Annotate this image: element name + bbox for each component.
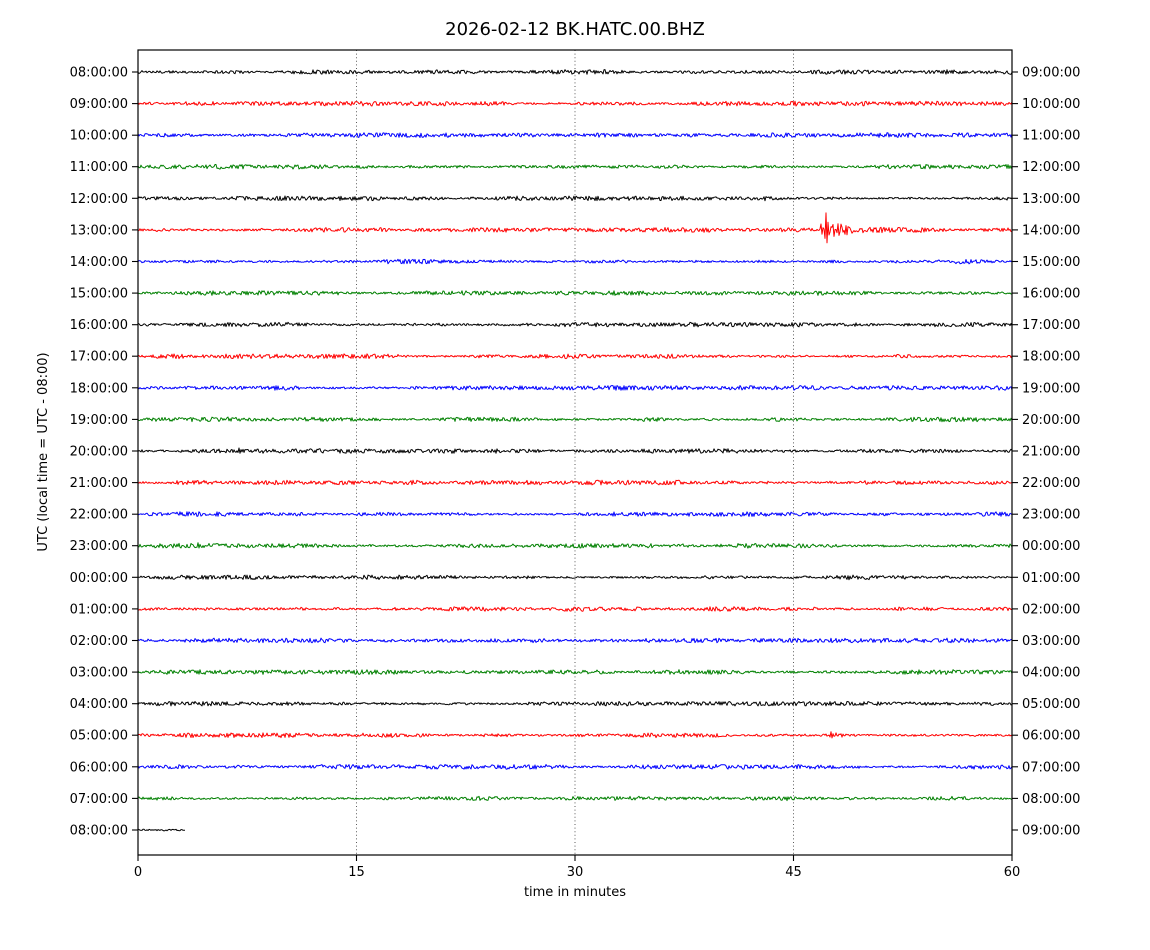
utc-time-label: 02:00:00: [70, 634, 128, 649]
seismogram-traces: [137, 69, 1013, 832]
trace-row: [137, 447, 1013, 454]
local-time-label: 00:00:00: [1022, 539, 1080, 554]
local-time-label: 17:00:00: [1022, 318, 1080, 333]
local-time-label: 14:00:00: [1022, 223, 1080, 238]
utc-time-label: 17:00:00: [70, 350, 128, 365]
utc-time-label: 07:00:00: [70, 792, 128, 807]
local-time-label: 22:00:00: [1022, 476, 1080, 491]
local-time-label: 07:00:00: [1022, 760, 1080, 775]
utc-time-label: 12:00:00: [70, 192, 128, 207]
trace-row: [137, 258, 1013, 265]
trace-row: [137, 701, 1013, 707]
utc-time-label: 03:00:00: [70, 666, 128, 681]
trace-row: [137, 69, 1013, 75]
utc-time-label: 21:00:00: [70, 476, 128, 491]
local-time-label: 15:00:00: [1022, 255, 1080, 270]
trace-row: [137, 195, 1013, 202]
x-tick-labels: 0 15 30 45 60: [134, 865, 1020, 880]
local-time-label: 10:00:00: [1022, 97, 1080, 112]
local-time-label: 08:00:00: [1022, 792, 1080, 807]
trace-row: [137, 637, 1013, 644]
local-time-label: 09:00:00: [1022, 66, 1080, 81]
utc-time-label: 19:00:00: [70, 413, 128, 428]
local-time-label: 06:00:00: [1022, 729, 1080, 744]
utc-time-label: 01:00:00: [70, 602, 128, 617]
axis-ticks: [132, 71, 1018, 861]
trace-row: [137, 828, 185, 832]
trace-row: [137, 385, 1013, 391]
local-time-label: 21:00:00: [1022, 445, 1080, 460]
utc-time-label: 09:00:00: [70, 97, 128, 112]
trace-row: [137, 212, 1013, 244]
x-tick-label: 0: [134, 865, 142, 880]
utc-time-label: 11:00:00: [70, 160, 128, 175]
trace-row: [137, 479, 1012, 486]
local-time-label: 04:00:00: [1022, 666, 1080, 681]
local-time-label: 20:00:00: [1022, 413, 1080, 428]
trace-row: [137, 100, 1013, 107]
x-tick-label: 45: [785, 865, 802, 880]
trace-row: [137, 764, 1013, 770]
utc-time-label: 06:00:00: [70, 760, 128, 775]
utc-time-label: 16:00:00: [70, 318, 128, 333]
local-time-label: 13:00:00: [1022, 192, 1080, 207]
x-axis-label: time in minutes: [524, 885, 626, 900]
utc-time-label: 04:00:00: [70, 697, 128, 712]
local-time-label: 09:00:00: [1022, 824, 1080, 839]
local-time-label: 12:00:00: [1022, 160, 1080, 175]
trace-row: [137, 416, 1013, 423]
utc-time-label: 20:00:00: [70, 445, 128, 460]
trace-row: [137, 731, 1013, 739]
plot-title: 2026-02-12 BK.HATC.00.BHZ: [445, 19, 705, 40]
utc-time-label: 10:00:00: [70, 129, 128, 144]
utc-time-label: 23:00:00: [70, 539, 128, 554]
utc-time-label: 15:00:00: [70, 287, 128, 302]
trace-row: [137, 321, 1013, 328]
trace-row: [137, 542, 1013, 549]
local-time-label: 11:00:00: [1022, 129, 1080, 144]
local-time-label: 23:00:00: [1022, 508, 1080, 523]
trace-row: [137, 353, 1013, 360]
trace-row: [137, 606, 1012, 612]
utc-time-label: 18:00:00: [70, 381, 128, 396]
local-time-label: 02:00:00: [1022, 602, 1080, 617]
local-time-label: 05:00:00: [1022, 697, 1080, 712]
trace-row: [137, 511, 1013, 517]
trace-row: [137, 132, 1013, 138]
local-time-labels: 09:00:00 10:00:00 11:00:00 12:00:00 13:00:00…: [1022, 66, 1080, 839]
trace-row: [137, 669, 1013, 675]
utc-time-label: 13:00:00: [70, 223, 128, 238]
trace-row: [137, 164, 1013, 170]
x-tick-label: 30: [567, 865, 584, 880]
local-time-label: 16:00:00: [1022, 287, 1080, 302]
trace-row: [137, 290, 1013, 296]
local-time-label: 01:00:00: [1022, 571, 1080, 586]
local-time-label: 18:00:00: [1022, 350, 1080, 365]
utc-time-label: 08:00:00: [70, 66, 128, 81]
utc-time-label: 08:00:00: [70, 824, 128, 839]
trace-row: [137, 574, 1013, 581]
utc-time-label: 22:00:00: [70, 508, 128, 523]
utc-time-label: 00:00:00: [70, 571, 128, 586]
utc-time-label: 14:00:00: [70, 255, 128, 270]
trace-row: [137, 795, 1013, 802]
local-time-label: 19:00:00: [1022, 381, 1080, 396]
x-tick-label: 60: [1004, 865, 1021, 880]
utc-time-labels: 08:00:00 09:00:00 10:00:00 11:00:00 12:00:00…: [70, 66, 128, 839]
x-tick-label: 15: [348, 865, 365, 880]
grid-lines: [356, 50, 794, 855]
y-axis-label: UTC (local time = UTC - 08:00): [36, 352, 51, 551]
local-time-label: 03:00:00: [1022, 634, 1080, 649]
utc-time-label: 05:00:00: [70, 729, 128, 744]
